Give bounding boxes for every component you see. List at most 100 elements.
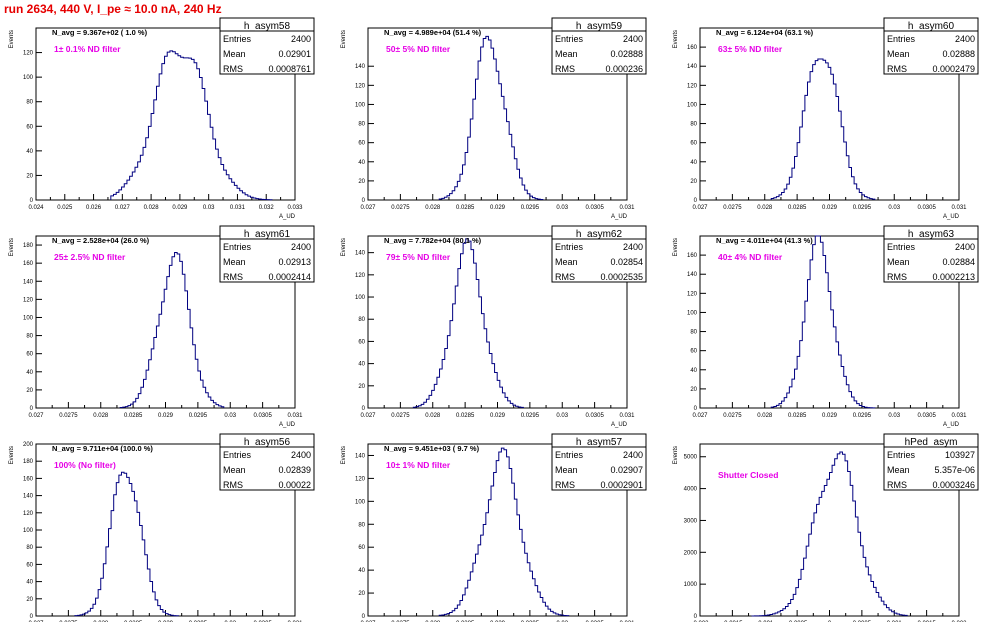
y-tick-label: 200 <box>23 442 34 448</box>
filter-label: 10± 1% ND filter <box>386 460 451 470</box>
x-tick-label: 0.029 <box>490 205 506 211</box>
x-tick-label: 0.0275 <box>391 413 410 419</box>
y-tick-label: 100 <box>355 102 366 108</box>
stat-value: 2400 <box>955 242 975 252</box>
y-tick-label: 120 <box>23 51 34 57</box>
stat-key: RMS <box>223 64 243 74</box>
x-tick-label: 0.029 <box>158 413 174 419</box>
y-tick-label: 0 <box>694 406 698 412</box>
y-axis-label: Events <box>673 446 679 464</box>
x-tick-label: 0.031 <box>619 413 635 419</box>
histogram-panel-h_asym60: 0.027 0.0275 0.028 0.0285 0.029 0.0295 0.03 0.0… <box>673 17 979 220</box>
stats-box <box>219 225 315 283</box>
y-tick-label: 60 <box>358 339 365 345</box>
x-tick-label: 0.028 <box>425 205 441 211</box>
stat-value: 2400 <box>623 450 643 460</box>
y-tick-label: 0 <box>694 614 698 620</box>
stat-value: 103927 <box>945 450 975 460</box>
y-tick-label: 60 <box>26 562 33 568</box>
stat-value: 0.0003246 <box>932 480 975 490</box>
histogram-line <box>119 252 225 409</box>
stat-key: Mean <box>887 257 910 267</box>
stats-box <box>883 433 979 491</box>
histogram-name: h_asym62 <box>576 229 623 240</box>
stat-value: 0.02888 <box>610 49 643 59</box>
x-tick-label: 0.0285 <box>456 413 475 419</box>
stat-value: 0.00022 <box>278 480 311 490</box>
y-tick-label: 4000 <box>684 487 698 493</box>
x-tick-label: 0.03 <box>888 205 900 211</box>
stat-value: 0.0002414 <box>268 272 311 282</box>
x-tick-label: 0.024 <box>28 205 44 211</box>
n-avg-label: N_avg = 9.711e+04 (100.0 %) <box>52 444 153 453</box>
histogram-line <box>438 35 544 201</box>
y-axis-label: Events <box>9 446 15 464</box>
y-tick-label: 80 <box>26 334 33 340</box>
stat-key: Entries <box>887 450 916 460</box>
x-tick-label: 0.03 <box>224 413 236 419</box>
x-tick-label: 0.031 <box>951 205 967 211</box>
x-tick-label: 0.03 <box>888 413 900 419</box>
y-tick-label: 60 <box>26 352 33 358</box>
x-tick-label: 0.027 <box>692 413 708 419</box>
y-tick-label: 60 <box>358 545 365 551</box>
y-tick-label: 120 <box>687 291 698 297</box>
x-tick-label: 0.03 <box>556 413 568 419</box>
stat-value: 0.0002213 <box>932 272 975 282</box>
y-tick-label: 80 <box>358 522 365 528</box>
y-tick-label: 5000 <box>684 455 698 461</box>
y-tick-label: 160 <box>687 45 698 51</box>
x-tick-label: 0.0305 <box>917 205 936 211</box>
stat-key: RMS <box>555 64 575 74</box>
y-tick-label: 140 <box>355 453 366 459</box>
x-tick-label: 0.0305 <box>917 413 936 419</box>
page-title: run 2634, 440 V, I_pe ≈ 10.0 nA, 240 Hz <box>4 2 222 16</box>
y-tick-label: 0 <box>694 198 698 204</box>
x-tick-label: 0.0305 <box>585 413 604 419</box>
y-tick-label: 60 <box>690 141 697 147</box>
y-tick-label: 20 <box>690 387 697 393</box>
stat-value: 0.02884 <box>942 257 975 267</box>
stat-key: RMS <box>887 480 907 490</box>
n-avg-label: N_avg = 9.367e+02 ( 1.0 %) <box>52 28 148 37</box>
y-tick-label: 0 <box>30 406 34 412</box>
histogram-name: h_asym56 <box>244 437 291 448</box>
stat-value: 0.0002901 <box>600 480 643 490</box>
n-avg-label: N_avg = 6.124e+04 (63.1 %) <box>716 28 814 37</box>
x-tick-label: 0.0275 <box>723 413 742 419</box>
x-tick-label: 0.03 <box>203 205 215 211</box>
y-tick-label: 60 <box>26 124 33 130</box>
stat-key: RMS <box>555 480 575 490</box>
histogram-panel-h_asym57: 0.0270.02750.0280.02850.0290.02950.030.0… <box>341 433 647 622</box>
y-tick-label: 40 <box>26 149 33 155</box>
stat-key: Entries <box>887 34 916 44</box>
stat-key: Mean <box>555 257 578 267</box>
filter-label: 25± 2.5% ND filter <box>54 252 126 262</box>
histogram-line <box>438 447 570 617</box>
y-axis-label: Events <box>341 238 347 256</box>
stat-key: Mean <box>223 257 246 267</box>
stat-value: 2400 <box>623 34 643 44</box>
y-tick-label: 140 <box>687 64 698 70</box>
x-tick-label: 0.026 <box>86 205 102 211</box>
x-tick-label: 0.027 <box>28 413 44 419</box>
y-tick-label: 1000 <box>684 582 698 588</box>
y-tick-label: 120 <box>355 273 366 279</box>
y-tick-label: 80 <box>690 330 697 336</box>
stats-box <box>219 17 315 75</box>
histogram-name: h_asym59 <box>576 21 623 32</box>
stat-key: Entries <box>223 34 252 44</box>
histogram-name: h_asym57 <box>576 437 623 448</box>
filter-label: Shutter Closed <box>718 470 778 480</box>
histogram-name: hPed_asym <box>905 437 958 448</box>
stat-key: Mean <box>887 465 910 475</box>
y-tick-label: 20 <box>358 591 365 597</box>
y-tick-label: 2000 <box>684 550 698 556</box>
y-tick-label: 100 <box>687 310 698 316</box>
y-tick-label: 80 <box>26 100 33 106</box>
x-tick-label: 0.0295 <box>521 205 540 211</box>
y-axis-label: Events <box>9 30 15 48</box>
y-tick-label: 40 <box>26 580 33 586</box>
stat-value: 0.0002535 <box>600 272 643 282</box>
